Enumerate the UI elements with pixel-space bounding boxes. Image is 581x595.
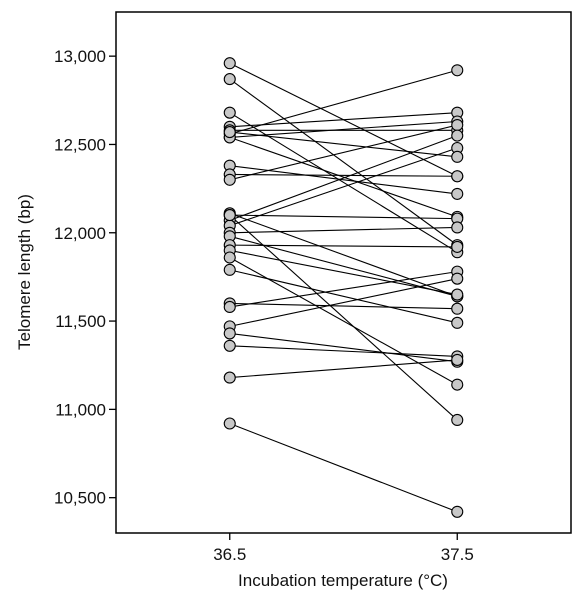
pair-line — [229, 278, 458, 327]
data-point — [451, 316, 464, 329]
pair-line — [229, 422, 458, 513]
pair-line — [229, 112, 458, 128]
data-point — [223, 73, 236, 86]
pair-line — [229, 271, 458, 308]
pair-line — [229, 212, 458, 297]
data-point — [451, 378, 464, 391]
data-point — [451, 150, 464, 163]
data-point — [223, 173, 236, 186]
y-tick-label: 11,500 — [55, 312, 106, 331]
data-point — [223, 300, 236, 313]
pair-line — [229, 302, 458, 310]
pair-line — [229, 345, 458, 357]
data-point — [223, 371, 236, 384]
pair-line — [229, 214, 458, 421]
pair-line — [229, 120, 458, 138]
data-point — [451, 288, 464, 301]
pair-line — [229, 131, 458, 158]
data-point — [223, 263, 236, 276]
pair-line — [229, 147, 458, 227]
pair-line — [229, 214, 458, 220]
data-point — [451, 272, 464, 285]
data-point — [451, 240, 464, 253]
data-point — [451, 118, 464, 132]
pair-line — [229, 135, 458, 221]
y-axis: 10,500 11,000 11,500 12,000 12,500 13,000 — [54, 47, 116, 508]
pair-line — [229, 332, 458, 363]
pair-line — [229, 78, 458, 246]
pair-line — [229, 136, 458, 218]
data-point — [451, 221, 464, 234]
markers — [223, 57, 464, 518]
data-point — [223, 209, 236, 222]
pair-line — [229, 249, 458, 296]
data-point — [451, 505, 464, 518]
x-axis: 36.5 37.5 — [213, 533, 474, 564]
data-point — [223, 251, 236, 264]
data-point — [451, 129, 464, 142]
pair-line — [229, 69, 458, 135]
pair-line — [229, 173, 458, 177]
data-point — [451, 170, 464, 183]
x-tick-label: 36.5 — [213, 545, 246, 564]
pair-line — [229, 226, 458, 234]
y-tick-label: 12,500 — [54, 135, 106, 154]
data-point — [223, 106, 236, 119]
y-tick-label: 13,000 — [54, 47, 106, 66]
pair-line — [229, 165, 458, 195]
pair-line — [229, 359, 458, 379]
x-tick-label: 37.5 — [441, 545, 474, 564]
y-tick-label: 12,000 — [54, 224, 106, 243]
data-point — [451, 64, 464, 77]
pair-lines — [229, 62, 458, 513]
pair-line — [229, 244, 458, 248]
pair-line — [229, 124, 458, 181]
x-axis-title: Incubation temperature (°C) — [238, 571, 448, 590]
data-point — [451, 353, 464, 366]
pair-line — [229, 269, 458, 324]
data-point — [223, 57, 236, 70]
data-point — [223, 126, 236, 139]
data-point — [451, 413, 464, 427]
data-point — [451, 302, 464, 315]
data-point — [223, 417, 236, 430]
y-axis-title: Telomere length (bp) — [15, 194, 34, 350]
y-tick-label: 11,000 — [55, 400, 106, 419]
data-point — [223, 327, 236, 340]
y-tick-label: 10,500 — [54, 489, 106, 508]
data-point — [223, 339, 236, 352]
data-point — [451, 187, 464, 200]
plot-frame — [115, 11, 572, 534]
